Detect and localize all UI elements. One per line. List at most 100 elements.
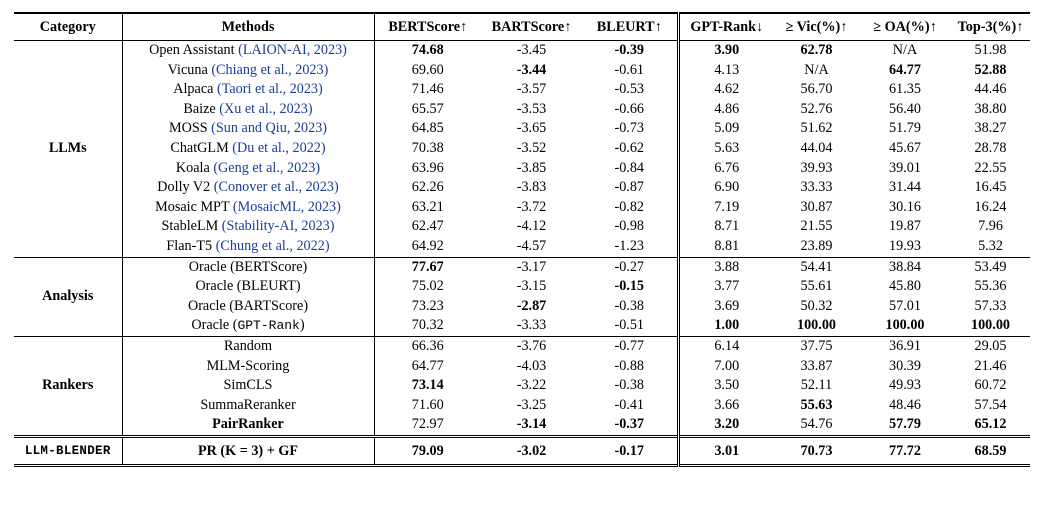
citation-link[interactable]: (Chiang et al., 2023) [211,61,329,78]
value-bertscore: 75.02 [373,277,481,297]
results-table: Category Methods BERTScore↑ BARTScore↑ B… [14,12,1030,467]
value-bleurt: -0.38 [614,377,645,394]
value-top3: 16.24 [974,198,1007,215]
value-bertscore: 74.68 [373,40,481,61]
table-row: LLMs Open Assistant (LAION-AI, 2023) 74.68… [14,40,1030,156]
value-vic: 62.78 [800,42,833,58]
value-vic: 44.04 [800,139,833,156]
citation-link[interactable]: (Taori et al., 2023) [216,81,323,98]
value-bartscore: -3.85 [516,159,547,176]
value-gpt-rank: 3.77 [676,277,774,297]
method-name: PairRanker [212,416,284,433]
table-row: Dolly V2 (Conover et al., 2023) 62.26 -3.8… [14,178,1030,198]
table-row: MLM-Scoring 64.77 -4.03 -0.88 7.00 33.87 30.39… [14,356,1030,377]
citation-link[interactable]: (Chung et al., 2022) [215,237,330,254]
value-oa: 30.39 [889,357,921,374]
value-vic: 30.87 [800,198,833,215]
method-name: StableLM [161,218,219,235]
header-oa: ≥ OA(%)↑ [873,19,937,35]
value-gpt-rank: 5.09 [676,119,774,139]
value-bleurt: -0.84 [614,159,645,176]
value-vic: 33.87 [800,357,833,374]
table-row: Rankers Random 66.36 -3.76 -0.77 6.14 37.75 36.… [14,336,1030,393]
citation-link[interactable]: (Geng et al., 2023) [213,159,321,176]
method-cell: MLM-Scoring [121,356,374,377]
value-bertscore: 64.92 [373,236,481,258]
method-name: Random [223,337,273,354]
value-gpt-rank: 5.63 [676,138,774,159]
table-row: Analysis Oracle (BERTScore) 77.67 -3.17 -0.2… [14,257,1030,304]
method-mono: GPT-Rank [237,318,300,334]
citation-link[interactable]: (LAION-AI, 2023) [238,42,347,58]
method-name: Baize [183,100,216,117]
value-top3: 52.88 [974,61,1007,78]
value-gpt-rank: 4.62 [676,80,774,100]
value-oa: 49.93 [889,377,921,394]
category-cell: Rankers [42,377,94,394]
method-cell: Oracle (BERTScore) [121,257,374,278]
value-bertscore: 65.57 [373,99,481,120]
citation-link[interactable]: (Stability-AI, 2023) [221,218,335,235]
table-row: Flan-T5 (Chung et al., 2022) 64.92 -4.57 -1… [14,236,1030,258]
blender-value-oa: 77.72 [889,442,921,459]
value-bartscore: -4.12 [516,218,547,235]
value-oa: 57.01 [889,297,921,314]
citation-link[interactable]: (Xu et al., 2023) [219,100,313,117]
citation-link[interactable]: (MosaicML, 2023) [232,198,341,215]
header-category: Category [39,19,96,35]
blender-row: LLM-BLENDER PR (K = 3) + GF 79.09 -3.02 -0.1… [14,436,1030,466]
citation-link[interactable]: (Conover et al., 2023) [213,179,339,196]
citation-link[interactable]: (Du et al., 2022) [232,139,326,156]
value-top3: 57.33 [974,297,1007,314]
value-oa: 56.40 [889,100,921,117]
value-oa: 45.80 [889,278,921,295]
value-top3: 60.72 [974,377,1007,394]
value-gpt-rank: 1.00 [676,316,774,337]
method-name: Dolly V2 [157,179,211,196]
value-top3: 28.78 [974,139,1007,156]
method-name: SummaReranker [200,396,296,413]
value-bleurt: -0.61 [614,61,645,78]
value-bartscore: -3.53 [516,100,547,117]
value-bleurt: -0.37 [614,416,645,433]
value-oa: N/A [892,42,918,58]
value-bartscore: -3.33 [516,317,547,334]
value-oa: 19.93 [889,237,921,254]
value-gpt-rank: 6.14 [676,336,774,357]
method-cell: Open Assistant (LAION-AI, 2023) [121,40,374,61]
value-oa: 48.46 [889,396,921,413]
value-oa: 64.77 [889,61,921,78]
table-row: ChatGLM (Du et al., 2022) 70.38 -3.52 -0.62… [14,138,1030,159]
value-bertscore: 71.60 [373,395,481,416]
method-name: Alpaca [173,81,214,98]
method-name: MLM-Scoring [206,357,290,374]
value-vic: 52.76 [800,100,833,117]
method-name: Koala [175,159,210,176]
value-gpt-rank: 3.20 [676,415,774,437]
method-cell: Koala (Geng et al., 2023) [121,158,374,179]
value-oa: 57.79 [889,416,921,433]
method-cell: Vicuna (Chiang et al., 2023) [121,60,374,81]
value-vic: N/A [804,61,829,78]
value-top3: 51.98 [974,42,1007,58]
method-cell: StableLM (Stability-AI, 2023) [121,217,374,237]
citation-link[interactable]: (Sun and Qiu, 2023) [211,120,328,137]
value-bertscore: 69.60 [373,60,481,81]
method-cell: Oracle (BARTScore) [121,296,374,317]
value-bartscore: -3.14 [516,416,547,433]
value-gpt-rank: 7.19 [676,197,774,218]
value-top3: 7.96 [978,218,1003,235]
method-cell: SimCLS [121,376,374,396]
method-cell: Random [121,336,374,357]
method-name: Mosaic MPT [155,198,230,215]
blender-method: PR (K = 3) + GF [121,436,374,466]
value-bleurt: -0.66 [614,100,645,117]
table-row: Alpaca (Taori et al., 2023) 71.46 -3.57 -0.… [14,80,1030,100]
value-top3: 29.05 [974,337,1007,354]
table-row: Mosaic MPT (MosaicML, 2023) 63.21 -3.72 -0.… [14,197,1030,218]
value-gpt-rank: 6.90 [676,178,774,198]
value-bleurt: -0.39 [614,42,645,58]
value-oa: 51.79 [889,120,921,137]
header-vic: ≥ Vic(%)↑ [785,19,848,35]
value-top3: 100.00 [970,317,1010,334]
